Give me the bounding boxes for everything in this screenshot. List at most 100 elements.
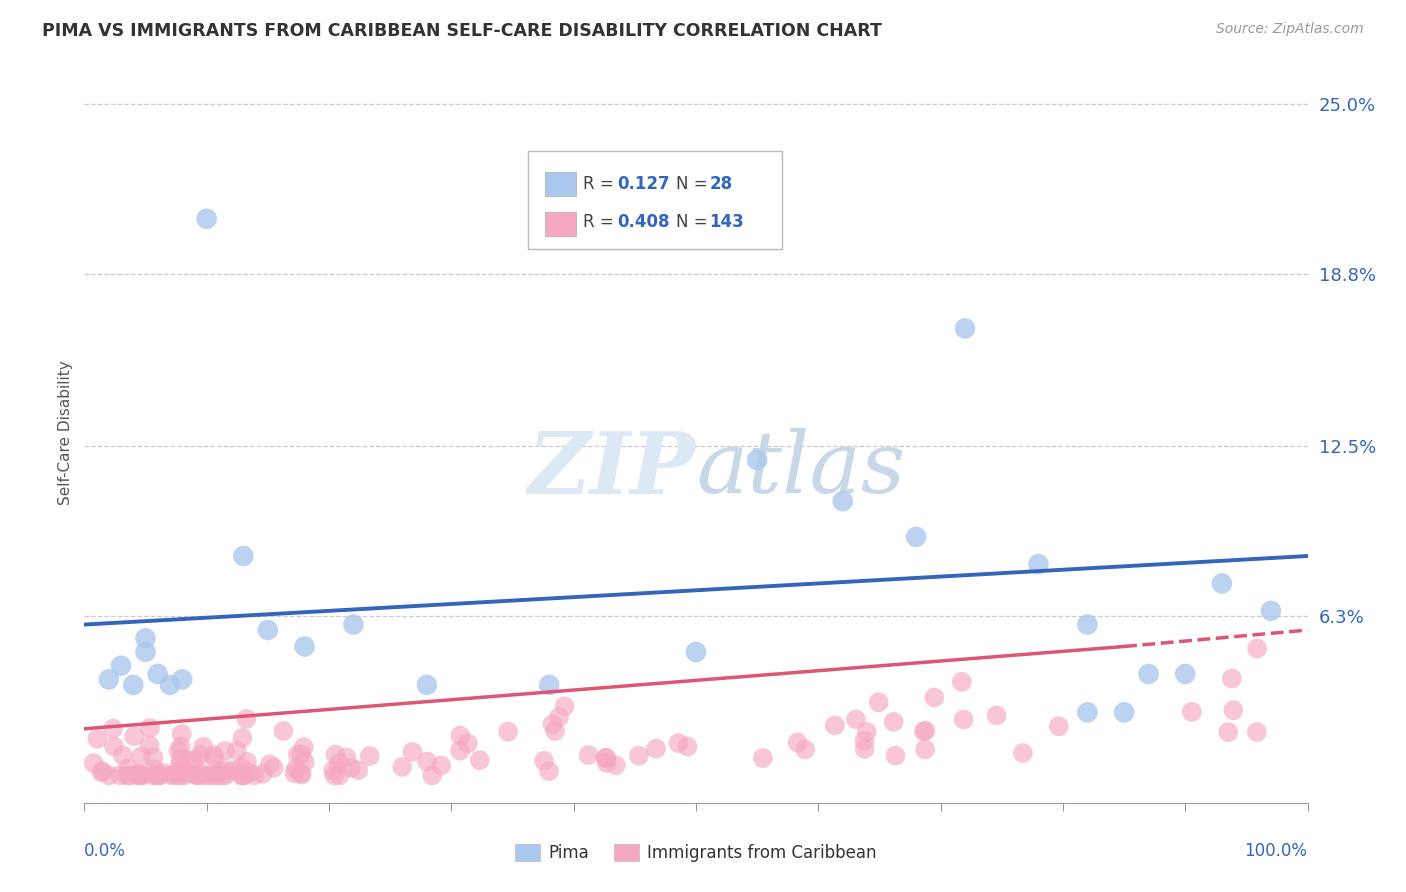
Point (172, 673, 194, 687)
Point (668, 736, 690, 750)
Point (786, 735, 808, 749)
Point (953, 321, 976, 335)
Point (340, 761, 363, 775)
Point (232, 549, 254, 563)
Point (257, 623, 280, 637)
Point (187, 768, 209, 782)
Point (122, 729, 145, 743)
Text: ZIP: ZIP (529, 428, 696, 511)
Point (845, 712, 868, 726)
Point (1181, 705, 1204, 719)
Point (359, 749, 381, 764)
Point (1218, 725, 1240, 739)
Point (952, 713, 974, 727)
Y-axis label: Self-Care Disability: Self-Care Disability (58, 360, 73, 505)
Text: 143: 143 (710, 213, 744, 231)
Point (139, 721, 162, 735)
Point (195, 211, 218, 226)
Point (146, 768, 169, 782)
Point (174, 764, 197, 779)
Text: PIMA VS IMMIGRANTS FROM CARIBBEAN SELF-CARE DISABILITY CORRELATION CHART: PIMA VS IMMIGRANTS FROM CARIBBEAN SELF-C… (42, 22, 882, 40)
Point (207, 768, 229, 782)
Point (211, 768, 233, 782)
Point (101, 722, 124, 736)
Point (195, 768, 218, 782)
Point (232, 768, 254, 782)
Point (401, 745, 423, 759)
Point (627, 748, 650, 763)
Point (190, 766, 212, 780)
Point (294, 756, 316, 770)
Point (595, 751, 617, 765)
Point (135, 632, 157, 646)
Point (127, 766, 149, 780)
Point (122, 678, 145, 692)
Point (252, 766, 274, 780)
Legend: Pima, Immigrants from Caribbean: Pima, Immigrants from Caribbean (509, 837, 883, 869)
Point (328, 756, 350, 771)
Point (1012, 746, 1035, 760)
Point (184, 753, 207, 767)
Point (103, 739, 125, 754)
Point (97, 673, 120, 687)
Point (986, 708, 1008, 723)
Text: 0.127: 0.127 (617, 175, 669, 193)
Point (235, 712, 257, 726)
Point (291, 767, 314, 781)
Point (284, 762, 307, 776)
Point (243, 768, 266, 782)
Point (187, 768, 209, 782)
Point (142, 768, 165, 782)
Point (160, 768, 183, 782)
Point (117, 761, 139, 775)
Point (167, 768, 190, 782)
Point (226, 743, 249, 757)
Point (167, 744, 190, 758)
Point (129, 768, 152, 782)
Point (214, 744, 236, 758)
Point (294, 640, 316, 654)
Point (1246, 725, 1268, 739)
Point (595, 756, 617, 770)
Point (146, 667, 169, 681)
Point (263, 761, 285, 775)
Point (198, 768, 221, 782)
Point (645, 741, 668, 756)
Point (794, 742, 817, 756)
Point (912, 724, 935, 739)
Text: R =: R = (583, 175, 619, 193)
Point (110, 658, 132, 673)
Text: 0.0%: 0.0% (84, 842, 127, 860)
Point (449, 729, 471, 743)
Point (131, 749, 153, 764)
Point (752, 751, 775, 765)
Point (914, 723, 936, 738)
Text: N =: N = (676, 213, 713, 231)
Point (148, 768, 170, 782)
Point (1028, 558, 1050, 572)
Point (328, 768, 350, 782)
Point (905, 530, 928, 544)
Point (108, 768, 131, 782)
Point (169, 765, 191, 780)
Point (190, 747, 212, 762)
Point (747, 453, 769, 467)
Point (214, 763, 236, 777)
Text: 100.0%: 100.0% (1244, 842, 1308, 860)
Point (853, 733, 876, 747)
Point (548, 710, 571, 724)
Point (391, 760, 413, 774)
Text: R =: R = (583, 213, 619, 231)
Point (853, 742, 876, 756)
Point (457, 736, 479, 750)
Point (290, 766, 312, 780)
Point (322, 764, 344, 778)
Point (283, 766, 305, 780)
Point (538, 678, 561, 692)
Point (541, 717, 564, 731)
Point (204, 768, 226, 782)
Point (91, 764, 114, 779)
Point (111, 748, 134, 763)
Point (229, 768, 252, 782)
Point (135, 645, 157, 659)
